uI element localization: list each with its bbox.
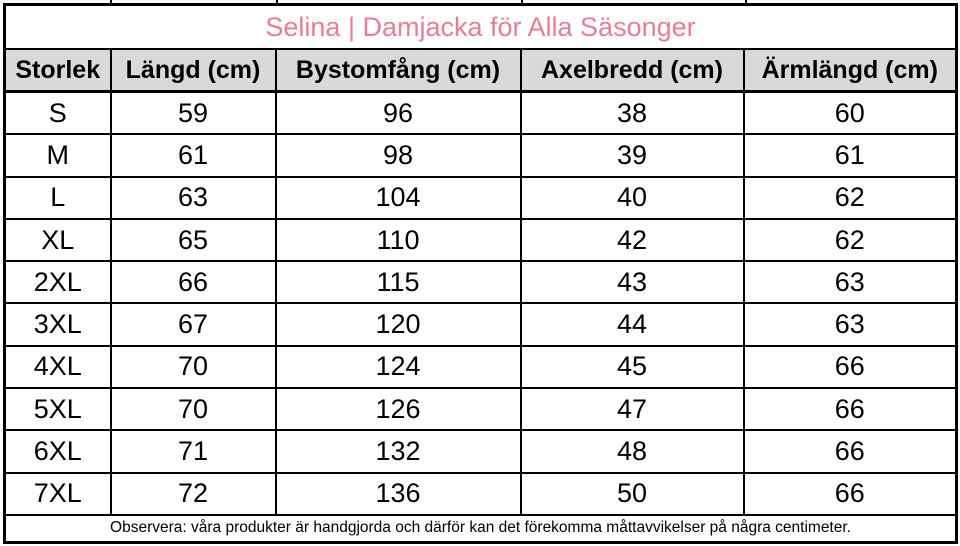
value-cell: 66 (742, 471, 958, 516)
value-cell: 38 (519, 90, 745, 136)
size-cell: 2XL (3, 260, 112, 305)
value-cell: 47 (519, 387, 745, 432)
value-cell: 126 (274, 387, 522, 432)
value-cell: 62 (742, 217, 958, 263)
value-cell: 61 (109, 133, 277, 178)
size-cell: 7XL (3, 471, 112, 516)
chart-title: Selina | Damjacka för Alla Säsonger (3, 3, 958, 50)
value-cell: 66 (109, 260, 277, 305)
value-cell: 43 (519, 260, 745, 305)
value-cell: 96 (274, 90, 522, 136)
table-row-2xl: 2XL 66 115 43 63 (3, 260, 958, 305)
gridline-remnant-tick (276, 0, 278, 4)
value-cell: 66 (742, 387, 958, 432)
table-row-m: M 61 98 39 61 (3, 133, 958, 178)
value-cell: 63 (109, 175, 277, 220)
value-cell: 70 (109, 387, 277, 432)
size-chart-table: Selina | Damjacka för Alla Säsonger Stor… (3, 3, 959, 544)
value-cell: 60 (742, 90, 958, 136)
value-cell: 110 (274, 217, 522, 263)
value-cell: 61 (742, 133, 958, 178)
value-cell: 104 (274, 175, 522, 220)
size-cell: 3XL (3, 302, 112, 347)
gridline-remnant-tick (745, 0, 747, 4)
table-row-7xl: 7XL 72 136 50 66 (3, 471, 958, 516)
value-cell: 70 (109, 344, 277, 390)
value-cell: 50 (519, 471, 745, 516)
value-cell: 136 (274, 471, 522, 516)
value-cell: 71 (109, 429, 277, 474)
table-row-5xl: 5XL 70 126 47 66 (3, 387, 958, 432)
header-row: Storlek Längd (cm) Bystomfång (cm) Axelb… (3, 48, 958, 93)
size-cell: M (3, 133, 112, 178)
size-cell: 6XL (3, 429, 112, 474)
value-cell: 66 (742, 344, 958, 390)
value-cell: 59 (109, 90, 277, 136)
gridline-remnant-tick (110, 0, 112, 4)
note-row: Observera: våra produkter är handgjorda … (3, 513, 958, 544)
value-cell: 98 (274, 133, 522, 178)
value-cell: 132 (274, 429, 522, 474)
value-cell: 40 (519, 175, 745, 220)
footer-note: Observera: våra produkter är handgjorda … (3, 513, 958, 544)
value-cell: 72 (109, 471, 277, 516)
size-cell: XL (3, 217, 112, 263)
value-cell: 63 (742, 260, 958, 305)
table-row-l: L 63 104 40 62 (3, 175, 958, 220)
value-cell: 115 (274, 260, 522, 305)
title-row: Selina | Damjacka för Alla Säsonger (3, 3, 958, 50)
value-cell: 39 (519, 133, 745, 178)
value-cell: 124 (274, 344, 522, 390)
column-header-langd: Längd (cm) (109, 48, 277, 93)
column-header-axelbredd: Axelbredd (cm) (519, 48, 745, 93)
size-cell: S (3, 90, 112, 136)
size-chart: Selina | Damjacka för Alla Säsonger Stor… (3, 3, 959, 544)
value-cell: 67 (109, 302, 277, 347)
value-cell: 45 (519, 344, 745, 390)
table-row-4xl: 4XL 70 124 45 66 (3, 344, 958, 390)
size-cell: 5XL (3, 387, 112, 432)
table-row-xl: XL 65 110 42 62 (3, 217, 958, 263)
column-header-storlek: Storlek (3, 48, 112, 93)
gridline-remnant-tick (521, 0, 523, 4)
size-cell: 4XL (3, 344, 112, 390)
value-cell: 65 (109, 217, 277, 263)
table-row-6xl: 6XL 71 132 48 66 (3, 429, 958, 474)
value-cell: 120 (274, 302, 522, 347)
value-cell: 48 (519, 429, 745, 474)
value-cell: 66 (742, 429, 958, 474)
value-cell: 62 (742, 175, 958, 220)
table-row-3xl: 3XL 67 120 44 63 (3, 302, 958, 347)
column-header-bystomfang: Bystomfång (cm) (274, 48, 522, 93)
size-cell: L (3, 175, 112, 220)
column-header-armlangd: Ärmlängd (cm) (742, 48, 958, 93)
value-cell: 42 (519, 217, 745, 263)
value-cell: 63 (742, 302, 958, 347)
value-cell: 44 (519, 302, 745, 347)
table-row-s: S 59 96 38 60 (3, 90, 958, 136)
